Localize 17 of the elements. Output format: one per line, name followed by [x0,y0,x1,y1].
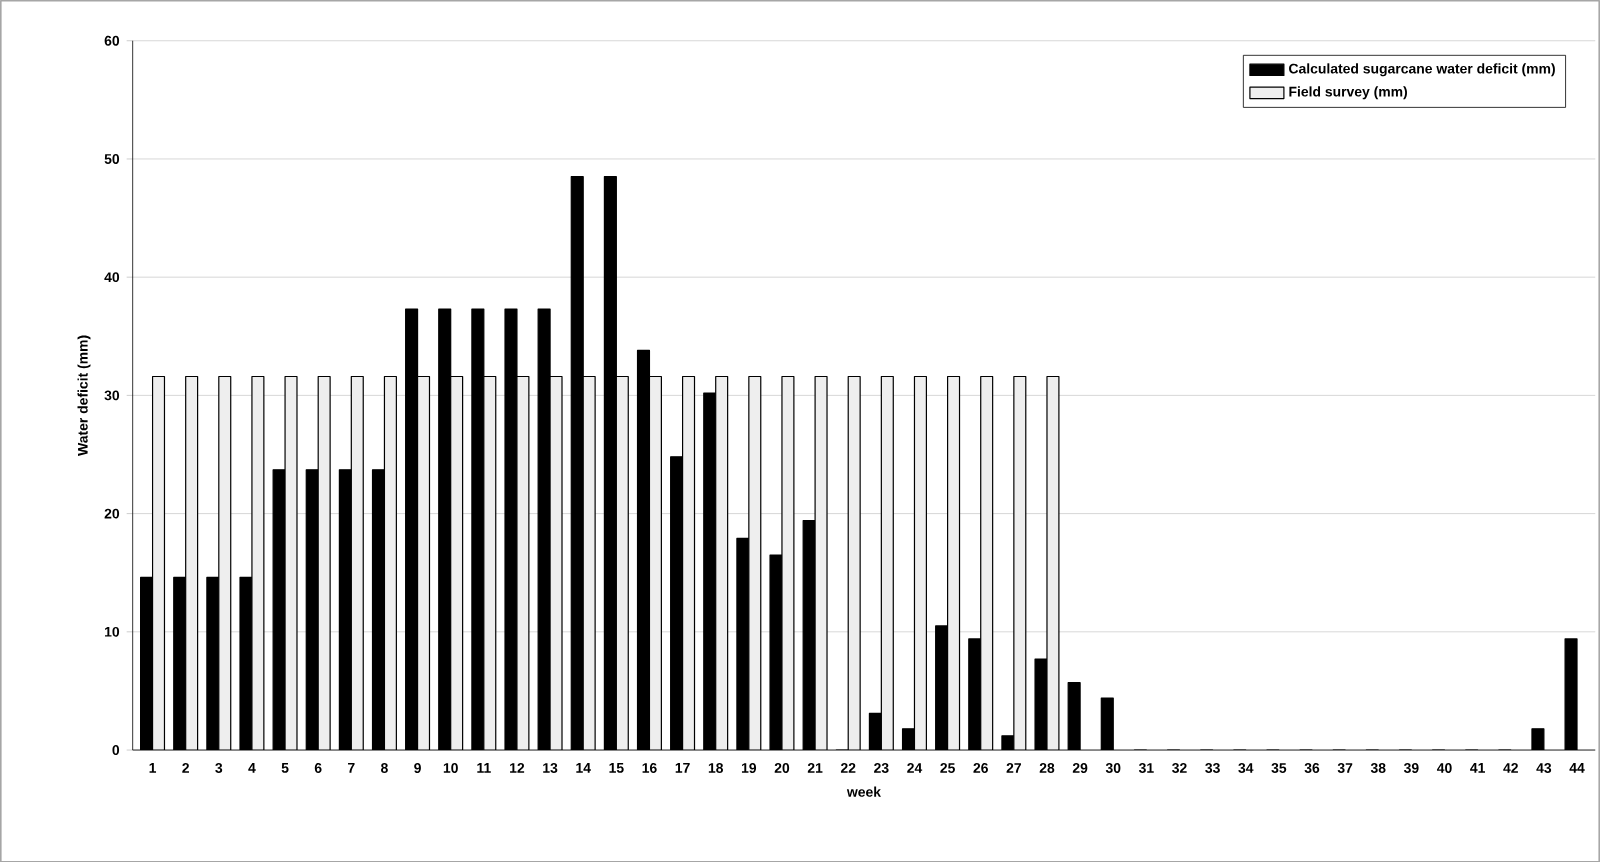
bar [715,376,728,750]
bar [980,376,993,750]
bar [185,376,198,750]
bar [417,376,430,750]
bar [881,376,894,750]
bar [351,376,364,750]
bar [682,376,695,750]
bar [218,376,231,750]
bar [483,376,496,750]
bar [616,376,629,750]
bar [152,376,165,750]
bar [384,376,397,750]
bar [748,376,761,750]
bar [947,376,960,750]
bar [649,376,662,750]
bar [450,376,463,750]
bar [914,376,927,750]
